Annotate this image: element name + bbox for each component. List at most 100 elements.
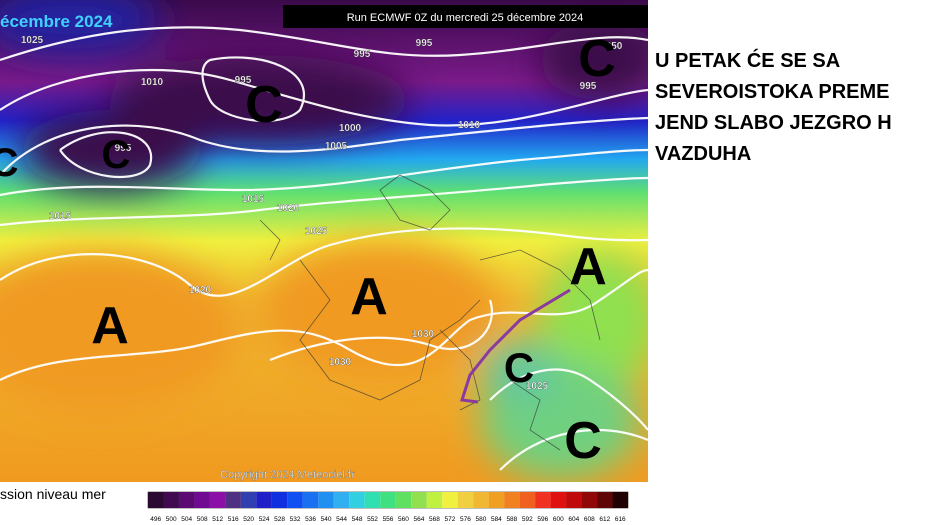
- legend-tick-label: 536: [305, 516, 316, 523]
- legend-tick-label: 520: [243, 516, 254, 523]
- legend-title: ssion niveau mer: [0, 486, 106, 502]
- legend-tick-label: 588: [506, 516, 517, 523]
- pressure-center: C: [245, 76, 283, 134]
- isobar-label: 1010: [141, 77, 164, 88]
- annotation-line: JEND SLABO JEZGRO H: [655, 112, 892, 134]
- legend-swatch: [349, 492, 365, 508]
- pressure-center: A: [91, 297, 129, 355]
- legend-swatch: [364, 492, 381, 508]
- annotation-line: VAZDUHA: [655, 143, 752, 165]
- pressure-center: A: [350, 268, 388, 326]
- legend-swatch: [566, 492, 582, 508]
- isobar-label: 1030: [329, 357, 352, 368]
- legend-tick-label: 516: [228, 516, 239, 523]
- isobar-label: 1005: [325, 141, 348, 152]
- legend-tick-label: 600: [553, 516, 564, 523]
- legend-tick-label: 580: [475, 516, 486, 523]
- legend-swatch: [380, 492, 396, 508]
- isobar-label: 1020: [277, 203, 300, 214]
- pressure-center: C: [0, 141, 18, 185]
- legend-swatch: [395, 492, 412, 508]
- legend-tick-label: 608: [584, 516, 595, 523]
- isobar-label: 995: [235, 75, 252, 86]
- legend-swatch: [256, 492, 272, 508]
- legend-swatch: [597, 492, 613, 508]
- legend-tick-label: 616: [615, 516, 626, 523]
- pressure-center: C: [504, 344, 534, 391]
- isobar-label: 1010: [458, 120, 481, 131]
- pressure-center: C: [102, 133, 131, 177]
- legend-swatch: [163, 492, 179, 508]
- isobar-label: 995: [354, 49, 371, 60]
- pressure-center: C: [564, 412, 602, 470]
- legend-tick-label: 612: [599, 516, 610, 523]
- legend-swatch: [457, 492, 474, 508]
- legend-swatch: [535, 492, 551, 508]
- isobar-label: 950: [606, 41, 623, 52]
- legend-tick-label: 528: [274, 516, 285, 523]
- legend-tick-label: 556: [383, 516, 394, 523]
- legend-tick-label: 524: [259, 516, 270, 523]
- isobar-label: 995: [416, 38, 433, 49]
- legend-tick-label: 504: [181, 516, 192, 523]
- legend-tick-label: 560: [398, 516, 409, 523]
- legend-swatch: [442, 492, 458, 508]
- legend-swatch: [426, 492, 443, 508]
- legend-swatch: [209, 492, 226, 508]
- legend-swatch: [287, 492, 303, 508]
- run-title: Run ECMWF 0Z du mercredi 25 décembre 202…: [347, 12, 584, 24]
- isobar-label: 1015: [242, 194, 265, 205]
- legend-swatch: [473, 492, 489, 508]
- isobar-label: 1030: [412, 329, 435, 340]
- legend-tick-label: 548: [352, 516, 363, 523]
- legend-tick-label: 584: [491, 516, 502, 523]
- legend-swatch: [519, 492, 536, 508]
- isobar-label: 995: [115, 143, 132, 154]
- legend-swatch: [178, 492, 195, 508]
- legend-tick-label: 500: [166, 516, 177, 523]
- corner-date: écembre 2024: [0, 12, 113, 31]
- legend-swatch: [271, 492, 288, 508]
- legend-swatch: [504, 492, 520, 508]
- legend-tick-label: 568: [429, 516, 440, 523]
- legend-swatch: [302, 492, 319, 508]
- legend-swatch: [411, 492, 427, 508]
- pressure-center: C: [578, 30, 616, 88]
- legend-tick-label: 572: [445, 516, 456, 523]
- legend-tick-label: 532: [290, 516, 301, 523]
- legend-swatch: [148, 492, 164, 508]
- annotation-line: U PETAK ĆE SE SA: [655, 50, 841, 72]
- legend-tick-label: 576: [460, 516, 471, 523]
- legend-tick-label: 596: [537, 516, 548, 523]
- isobar-label: 995: [580, 81, 597, 92]
- legend-tick-label: 552: [367, 516, 378, 523]
- legend-tick-label: 512: [212, 516, 223, 523]
- isobar-label: 1025: [305, 226, 328, 237]
- legend-tick-label: 544: [336, 516, 347, 523]
- legend-swatch: [581, 492, 598, 508]
- legend-swatch: [225, 492, 241, 508]
- legend-swatch: [333, 492, 350, 508]
- isobar-label: 1015: [49, 211, 72, 222]
- annotation-line: SEVEROISTOKA PREME: [655, 81, 890, 103]
- copyright: Copyright 2024 Meteociel.fr: [220, 469, 355, 481]
- weather-map: Run ECMWF 0Z du mercredi 25 décembre 202…: [0, 0, 648, 523]
- legend-tick-label: 564: [414, 516, 425, 523]
- legend-tick-label: 496: [150, 516, 161, 523]
- legend-tick-label: 604: [568, 516, 579, 523]
- legend-swatch: [550, 492, 567, 508]
- legend-tick-label: 540: [321, 516, 332, 523]
- legend-swatch: [318, 492, 334, 508]
- legend-swatch: [612, 492, 628, 508]
- legend-tick-label: 592: [522, 516, 533, 523]
- isobar-label: 1000: [339, 123, 362, 134]
- legend-swatch: [240, 492, 257, 508]
- legend-swatch: [488, 492, 505, 508]
- isobar-label: 1025: [21, 35, 44, 46]
- isobar-label: 1025: [526, 381, 549, 392]
- pressure-center: A: [569, 238, 607, 296]
- isobar-label: 1020: [189, 285, 212, 296]
- legend-tick-label: 508: [197, 516, 208, 523]
- legend-swatch: [194, 492, 210, 508]
